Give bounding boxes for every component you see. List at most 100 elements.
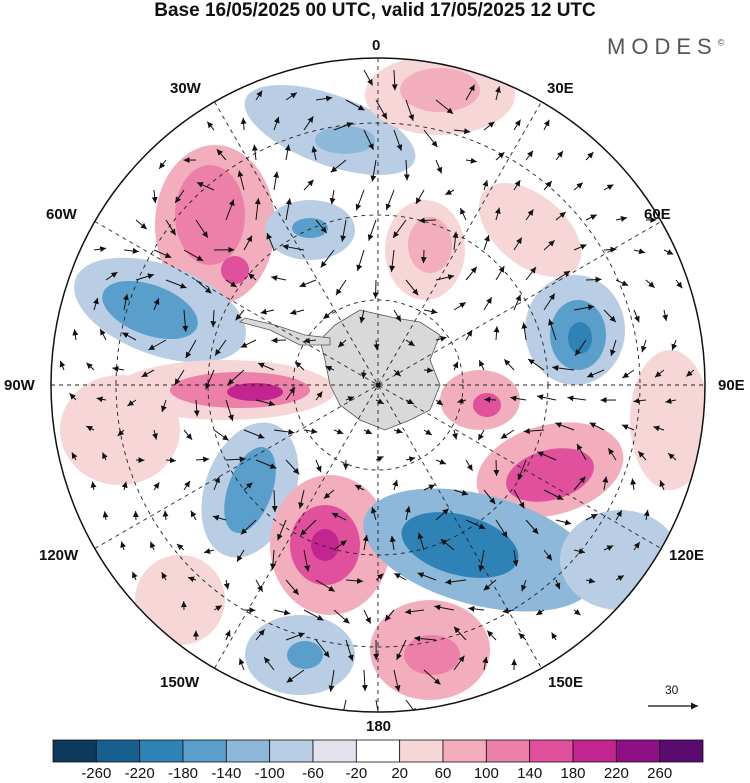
wind-vector (535, 609, 545, 616)
wind-vector (271, 275, 287, 282)
wind-vector (269, 549, 276, 570)
wind-vector (645, 279, 655, 289)
wind-vector (322, 309, 335, 320)
wind-vector (662, 309, 669, 322)
wind-vector (603, 545, 614, 551)
lon-label-30e: 30E (547, 80, 574, 97)
wind-vector (536, 394, 557, 401)
wind-vector (393, 369, 402, 377)
wind-vector (633, 541, 641, 551)
wind-vector (247, 272, 257, 281)
wind-vector (423, 669, 441, 685)
anomaly-positive (473, 393, 501, 417)
lon-label-180: 180 (366, 718, 392, 735)
wind-vector (195, 279, 212, 294)
wind-vector (359, 309, 366, 324)
wind-vector (315, 95, 333, 102)
wind-vector (345, 577, 364, 584)
wind-vector (574, 339, 587, 357)
wind-vector (465, 157, 477, 164)
wind-vector (393, 427, 403, 434)
wind-vector (633, 248, 646, 255)
anomaly-negative (560, 510, 680, 610)
wind-vector (148, 339, 167, 351)
wind-vector (153, 249, 172, 259)
wind-vector (396, 639, 407, 661)
wind-vector (434, 604, 455, 611)
wind-vector (435, 508, 450, 521)
wind-vector (585, 151, 594, 161)
wind-vector (423, 367, 434, 374)
wind-vector (96, 396, 107, 403)
wind-vector (641, 339, 647, 353)
wind-vector (478, 359, 485, 371)
wind-vector (165, 457, 176, 464)
lon-label-60e: 60E (644, 206, 671, 223)
colorbar-tick-label: 260 (647, 765, 673, 782)
wind-vector (255, 399, 276, 407)
wind-vector (185, 339, 197, 359)
wind-vector (240, 117, 247, 131)
wind-vector (213, 476, 220, 491)
wind-vector (354, 484, 365, 491)
wind-vector (183, 249, 204, 262)
colorbar-tick-label: -20 (345, 765, 368, 782)
wind-vector (224, 630, 231, 641)
wind-vector (405, 456, 416, 463)
wind-vector (238, 658, 245, 671)
wind-vector (423, 484, 436, 491)
wind-vector (537, 451, 557, 461)
wind-vector (543, 240, 555, 251)
wind-vector (102, 452, 108, 461)
wind-vector (510, 395, 527, 402)
colorbar (52, 739, 704, 763)
colorbar-tick-label: -60 (302, 765, 324, 782)
wind-vector (435, 399, 444, 406)
wind-vector (667, 452, 677, 461)
wind-vector (195, 219, 209, 239)
wind-vector (633, 397, 647, 404)
wind-vector (659, 480, 666, 491)
wind-vector (243, 235, 253, 251)
wind-vector (453, 301, 467, 311)
wind-vector (206, 121, 215, 131)
wind-vector (323, 489, 335, 500)
colorbar-swatch (399, 739, 444, 763)
wind-vector (375, 573, 384, 581)
wind-vector (465, 329, 473, 341)
wind-vector (303, 337, 317, 344)
wind-vector (685, 369, 695, 377)
wind-vector (375, 456, 384, 462)
colorbar-tick-label: 180 (560, 765, 586, 782)
wind-vector (615, 279, 629, 287)
wind-vector (435, 274, 455, 281)
wind-vector (273, 428, 295, 435)
colorbar-swatch (615, 739, 661, 763)
wind-vector (573, 244, 587, 251)
wind-vector (452, 429, 458, 440)
wind-vector (360, 369, 367, 379)
wind-vector (176, 543, 185, 551)
colorbar-swatch (529, 739, 574, 763)
wind-vector (254, 198, 261, 221)
wind-vector (112, 366, 125, 372)
meridian-line (94, 221, 662, 549)
wind-vector (174, 189, 185, 204)
colorbar-swatch (572, 739, 617, 763)
colorbar-tick-label: -100 (254, 765, 285, 782)
wind-vector (418, 217, 437, 224)
wind-vector (340, 699, 347, 712)
wind-vector (495, 519, 508, 538)
colorbar-swatch (485, 739, 531, 763)
wind-vector (255, 459, 277, 469)
wind-vector (225, 456, 246, 463)
wind-vector (69, 392, 77, 401)
wind-vector (151, 189, 158, 204)
wind-vector (609, 339, 617, 357)
wind-vector (213, 429, 229, 441)
anomaly-positive (221, 256, 249, 284)
wind-vector (453, 489, 469, 496)
wind-vector (573, 609, 581, 616)
wind-vector (285, 579, 300, 596)
wind-vector (405, 279, 419, 296)
